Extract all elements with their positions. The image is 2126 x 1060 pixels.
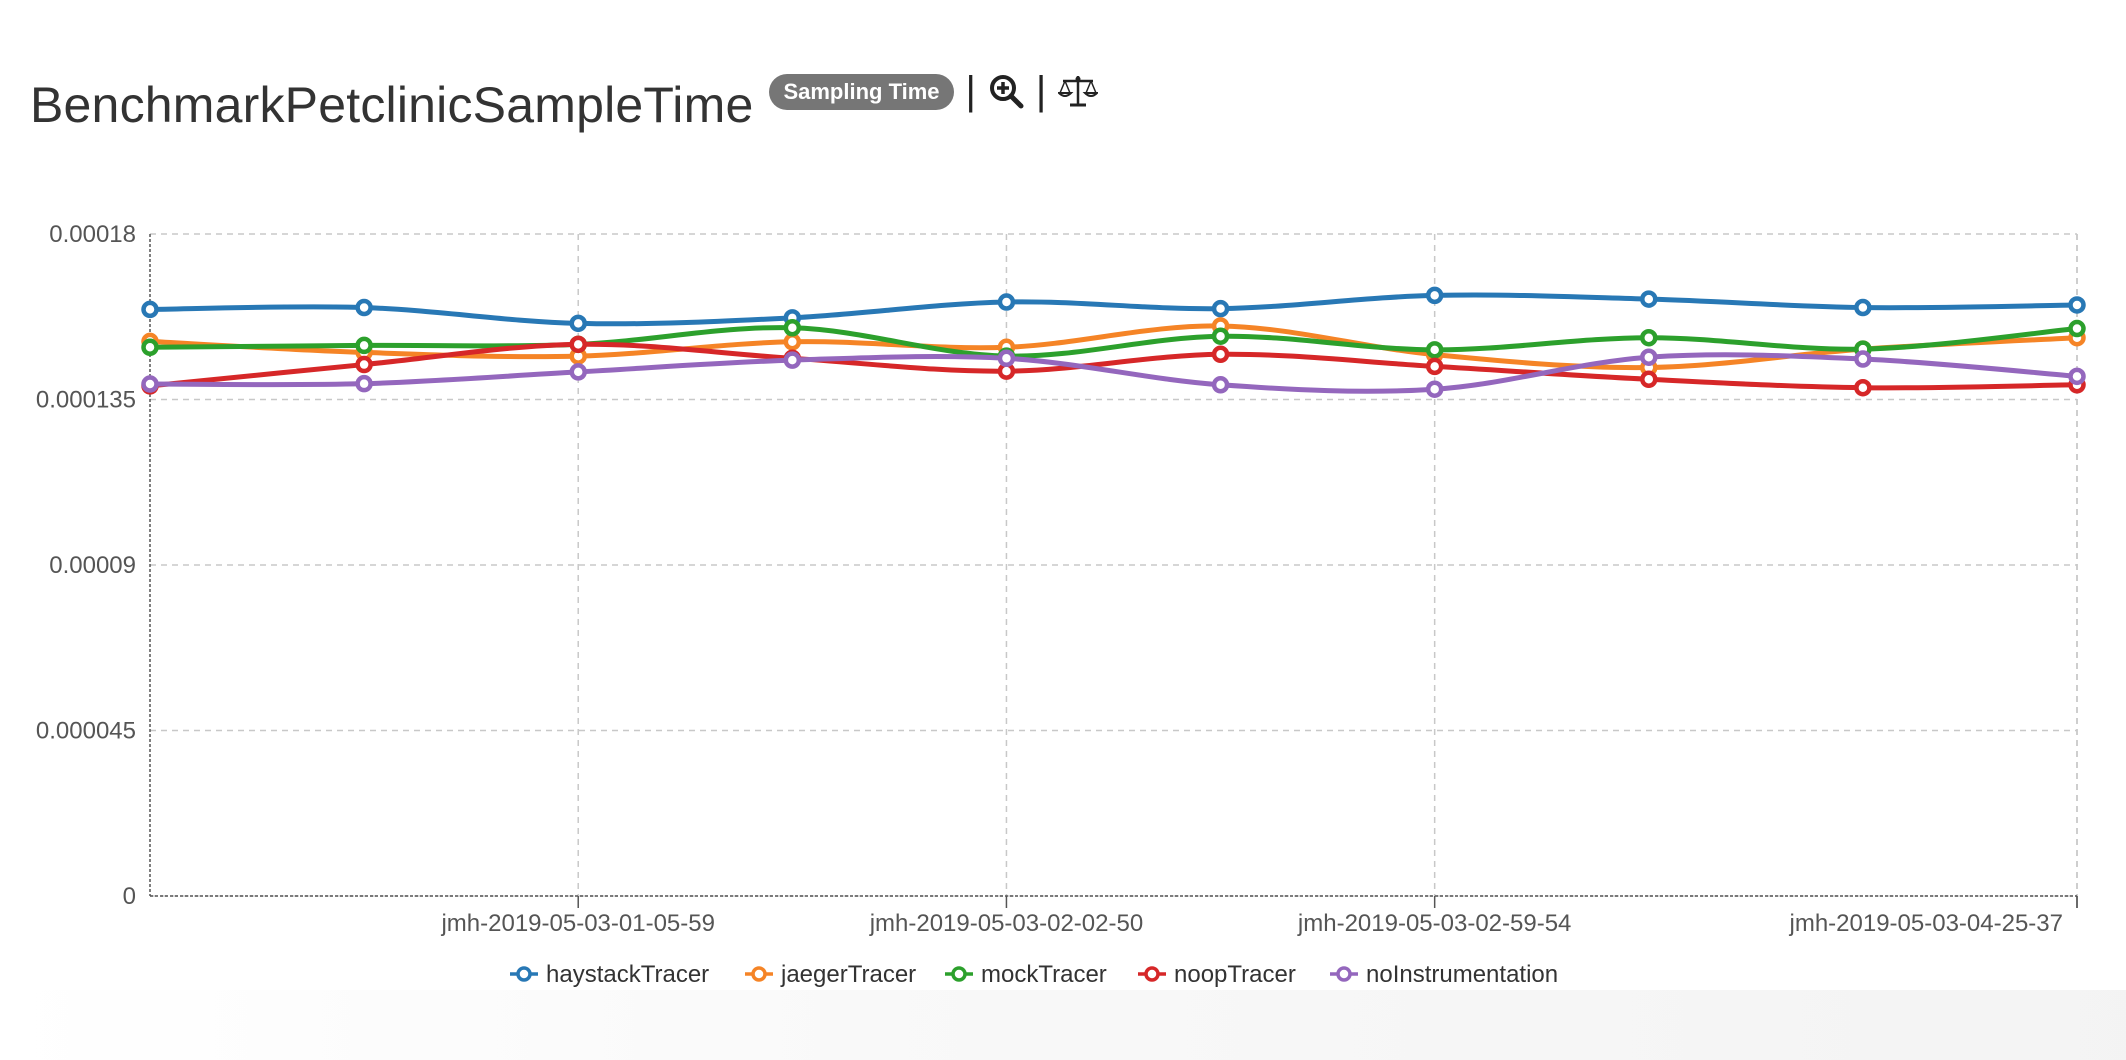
data-point — [1211, 376, 1230, 394]
series-line — [149, 325, 2078, 359]
legend-swatch-marker — [751, 966, 767, 982]
data-point — [1425, 380, 1444, 398]
data-point — [1211, 345, 1230, 364]
series-noInstrumentation — [141, 348, 2086, 398]
y-tick-label: 0.00009 — [49, 552, 136, 579]
x-tick-label: jmh-2019-05-03-02-59-54 — [1297, 910, 1572, 937]
x-tick-label: jmh-2019-05-03-02-02-50 — [869, 910, 1144, 937]
data-point — [1425, 357, 1444, 376]
data-point — [569, 363, 587, 381]
y-tick-label: 0.000045 — [36, 718, 136, 745]
data-point — [997, 293, 1016, 311]
series-noopTracer — [141, 335, 2086, 397]
balance-scale-icon[interactable] — [1058, 73, 1099, 109]
y-tick-label: 0 — [123, 883, 136, 910]
page-title: BenchmarkPetclinicSampleTime — [30, 77, 754, 133]
data-point — [783, 319, 802, 337]
legend-item[interactable]: noInstrumentation — [1330, 961, 1558, 988]
legend-label: noopTracer — [1174, 961, 1296, 988]
data-point — [997, 349, 1016, 368]
legend-swatch-marker — [951, 966, 967, 982]
legend-label: noInstrumentation — [1366, 961, 1558, 988]
legend-swatch-marker — [516, 966, 532, 982]
data-point — [1640, 370, 1658, 389]
data-point — [355, 336, 373, 355]
data-point — [1425, 286, 1444, 305]
legend-swatch-marker — [1336, 966, 1352, 982]
separator: | — [1035, 68, 1047, 113]
data-point — [355, 298, 373, 317]
data-point — [1854, 378, 1872, 397]
data-point — [783, 351, 802, 369]
data-point — [2068, 296, 2086, 314]
data-point — [2068, 319, 2086, 338]
data-point — [355, 355, 373, 374]
legend-swatch-marker — [1144, 966, 1160, 982]
data-point — [1854, 350, 1872, 368]
x-tick-label: jmh-2019-05-03-01-05-59 — [440, 910, 715, 937]
legend-item[interactable]: jaegerTracer — [745, 961, 916, 988]
data-point — [141, 300, 159, 319]
data-point — [2068, 367, 2086, 386]
data-point — [783, 333, 802, 351]
data-point — [1211, 327, 1230, 345]
legend-item[interactable]: haystackTracer — [510, 961, 709, 988]
legend-label: haystackTracer — [546, 961, 709, 988]
data-point — [1425, 341, 1444, 359]
data-point — [1854, 298, 1872, 317]
y-tick-label: 0.00018 — [49, 221, 136, 248]
zoom-in-icon[interactable] — [988, 73, 1024, 109]
series-line — [149, 352, 2078, 394]
series-haystackTracer — [141, 286, 2086, 333]
data-point — [1640, 328, 1658, 347]
x-tick-label: jmh-2019-05-03-04-25-37 — [1789, 910, 2064, 937]
series-line — [149, 292, 2078, 327]
data-point — [1640, 290, 1658, 308]
data-point — [355, 374, 373, 393]
y-tick-label: 0.000135 — [36, 387, 136, 414]
data-point — [141, 338, 159, 357]
series-line — [149, 341, 2078, 391]
legend-item[interactable]: noopTracer — [1138, 961, 1296, 988]
legend-label: mockTracer — [981, 961, 1107, 988]
legend-item[interactable]: mockTracer — [945, 961, 1107, 988]
separator: | — [965, 68, 976, 113]
legend-label: jaegerTracer — [780, 961, 916, 988]
sampling-time-badge: Sampling Time — [769, 74, 954, 110]
data-point — [569, 314, 587, 333]
data-point — [1211, 299, 1230, 318]
chart-header: BenchmarkPetclinicSampleTime Sampling Ti… — [30, 62, 1099, 134]
series-line — [149, 323, 2078, 371]
data-point — [1640, 348, 1658, 366]
data-point — [141, 375, 159, 393]
bottom-shade — [0, 990, 2126, 1060]
data-point — [569, 335, 587, 354]
